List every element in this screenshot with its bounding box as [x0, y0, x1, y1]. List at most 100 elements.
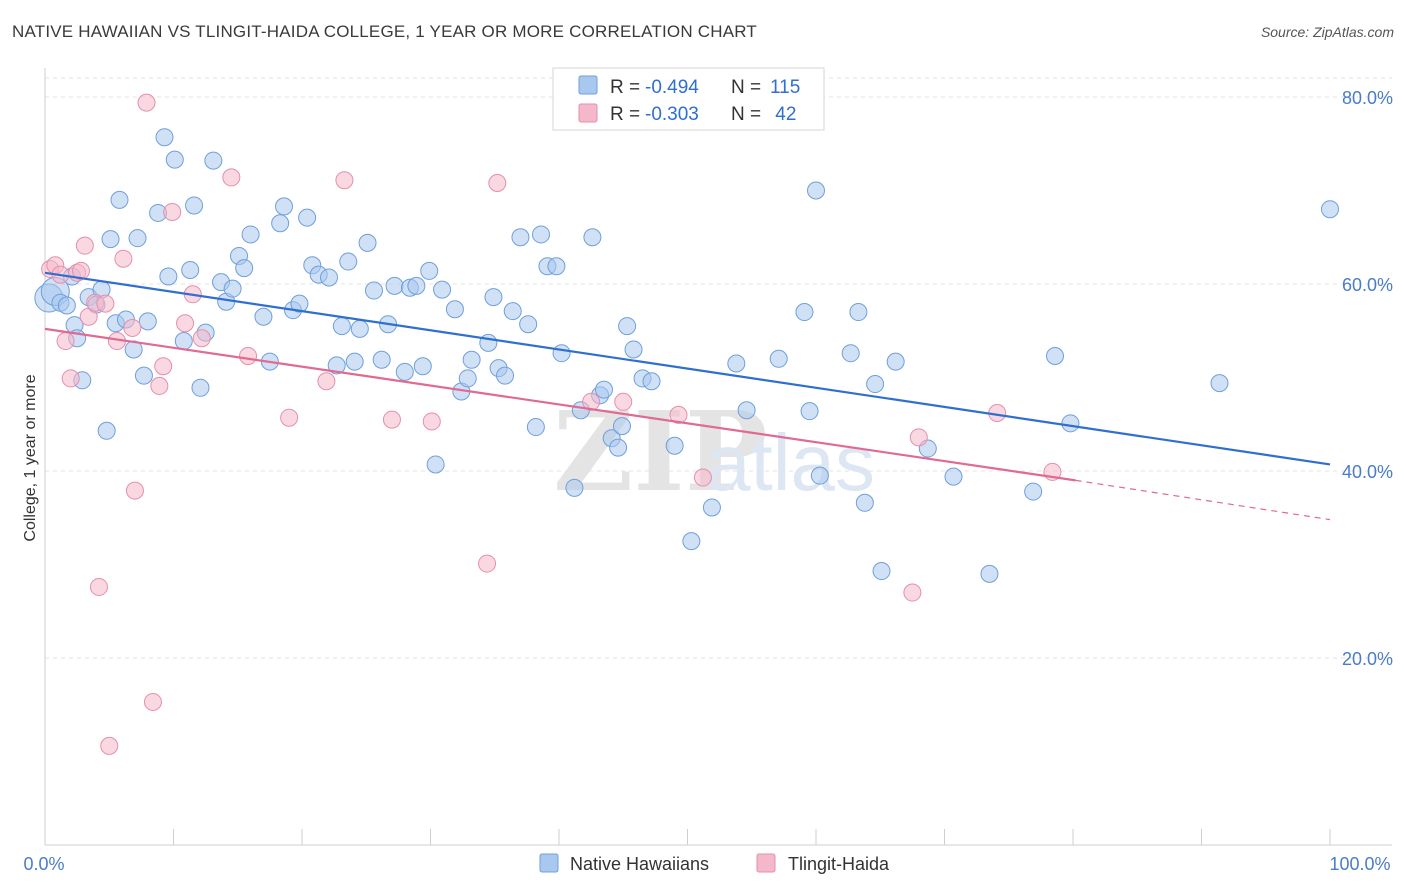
point-native-hawaiians [185, 196, 204, 215]
point-tlingit-haida [114, 249, 133, 268]
point-native-hawaiians [128, 229, 147, 248]
point-native-hawaiians [433, 280, 452, 299]
point-native-hawaiians [134, 366, 153, 385]
point-tlingit-haida [56, 332, 75, 351]
trend-line-native-hawaiians [44, 271, 1331, 466]
axes [44, 68, 1392, 846]
point-native-hawaiians [872, 562, 891, 581]
y-tick-label: 60.0% [1342, 275, 1393, 295]
point-tlingit-haida [903, 583, 922, 602]
watermark: ZIP atlas [553, 387, 875, 516]
point-tlingit-haida [125, 481, 144, 500]
point-native-hawaiians [769, 349, 788, 368]
legend-swatch-tlingit-haida [756, 853, 776, 873]
point-native-hawaiians [138, 312, 157, 331]
point-native-hawaiians [866, 375, 885, 394]
legend-box [552, 67, 825, 131]
point-native-hawaiians [426, 455, 445, 474]
point-native-hawaiians [350, 319, 369, 338]
point-native-hawaiians [275, 197, 294, 216]
point-native-hawaiians [458, 369, 477, 388]
point-tlingit-haida [280, 408, 299, 427]
point-tlingit-haida [669, 405, 688, 424]
point-native-hawaiians [385, 276, 404, 295]
point-native-hawaiians [97, 421, 116, 440]
legend-n-value: 42 [770, 104, 796, 125]
point-native-hawaiians [298, 208, 317, 227]
point-native-hawaiians [727, 354, 746, 373]
point-native-hawaiians [810, 466, 829, 485]
point-native-hawaiians [407, 276, 426, 295]
point-native-hawaiians [155, 128, 174, 147]
point-tlingit-haida [163, 203, 182, 222]
watermark-atlas: atlas [706, 418, 875, 507]
point-native-hawaiians [1046, 346, 1065, 365]
point-tlingit-haida [150, 376, 169, 395]
point-native-hawaiians [181, 260, 200, 279]
point-tlingit-haida [100, 736, 119, 755]
point-native-hawaiians [358, 233, 377, 252]
point-native-hawaiians [159, 267, 178, 286]
point-native-hawaiians [254, 307, 273, 326]
point-native-hawaiians [737, 401, 756, 420]
point-native-hawaiians [496, 366, 515, 385]
point-tlingit-haida [422, 412, 441, 431]
point-tlingit-haida [96, 294, 115, 313]
legend-swatch-native-hawaiians [578, 75, 598, 95]
point-native-hawaiians [665, 436, 684, 455]
legend-r-label: R = [610, 77, 640, 98]
point-native-hawaiians [944, 467, 963, 486]
point-tlingit-haida [143, 692, 162, 711]
point-native-hawaiians [1024, 482, 1043, 501]
point-native-hawaiians [1321, 200, 1339, 219]
point-native-hawaiians [191, 378, 210, 397]
point-native-hawaiians [807, 181, 825, 200]
point-tlingit-haida [192, 329, 211, 348]
point-tlingit-haida [61, 369, 80, 388]
point-native-hawaiians [364, 281, 383, 300]
point-tlingit-haida [137, 93, 156, 112]
legend-n-label: N = [731, 77, 761, 98]
point-native-hawaiians [332, 317, 351, 336]
point-tlingit-haida [335, 171, 354, 190]
point-native-hawaiians [886, 352, 905, 371]
legend-n-label: N = [731, 104, 761, 125]
point-native-hawaiians [345, 352, 364, 371]
point-native-hawaiians [204, 151, 223, 170]
y-tick-label: 40.0% [1342, 462, 1393, 482]
data-points [34, 93, 1339, 755]
point-native-hawaiians [1061, 414, 1080, 433]
point-tlingit-haida [154, 357, 173, 376]
point-tlingit-haida [382, 410, 401, 429]
gridlines [45, 77, 1392, 659]
point-native-hawaiians [800, 402, 819, 421]
legend-stats: R = -0.494 N = 115 R = -0.303 N = 42 [552, 67, 825, 131]
point-tlingit-haida [89, 577, 108, 596]
x-ticks [44, 829, 1331, 845]
point-tlingit-haida [123, 318, 142, 337]
point-native-hawaiians [420, 261, 439, 280]
trend-lines [44, 271, 1331, 521]
trend-line-extension [1075, 479, 1331, 521]
point-native-hawaiians [503, 302, 522, 321]
point-native-hawaiians [612, 417, 631, 436]
y-tick-labels: 20.0% 40.0% 60.0% 80.0% [1342, 88, 1393, 669]
point-native-hawaiians [618, 317, 637, 336]
point-native-hawaiians [235, 259, 254, 278]
trend-line-tlingit-haida [44, 327, 1076, 482]
point-tlingit-haida [614, 392, 633, 411]
point-tlingit-haida [478, 554, 497, 573]
point-native-hawaiians [101, 230, 120, 249]
point-native-hawaiians [642, 372, 661, 391]
source-credit: Source: ZipAtlas.com [1260, 24, 1394, 40]
point-native-hawaiians [445, 300, 464, 319]
point-native-hawaiians [241, 225, 260, 244]
point-native-hawaiians [165, 150, 184, 169]
point-native-hawaiians [594, 380, 613, 399]
point-native-hawaiians [57, 296, 76, 315]
point-native-hawaiians [174, 332, 193, 351]
legend-r-value: -0.494 [645, 77, 699, 98]
legend-label-tlingit-haida: Tlingit-Haida [788, 854, 890, 874]
point-tlingit-haida [693, 468, 712, 487]
